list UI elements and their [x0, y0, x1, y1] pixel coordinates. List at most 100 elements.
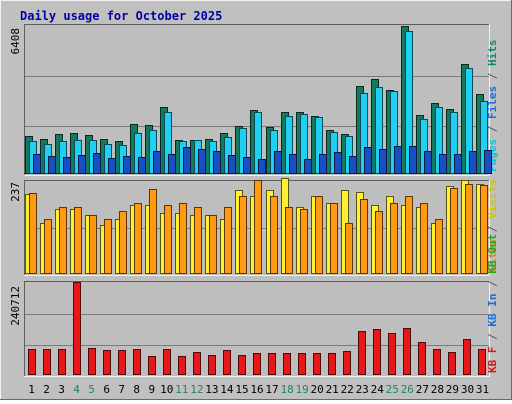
y-max-label: 237: [9, 182, 22, 202]
legend-entry: Files: [486, 86, 499, 119]
bar-sites-day-27: [420, 203, 428, 274]
x-tick-label: 25: [386, 383, 399, 396]
legend-entry: KB Out: [486, 234, 499, 274]
bar-kb-f-day-16: [253, 353, 261, 375]
bar-pages-day-22: [349, 156, 357, 174]
bar-pages-day-4: [78, 155, 86, 174]
panel-hits-files-pages: 6408 Pages / Files / Hits: [9, 24, 499, 176]
bar-sites-day-16: [254, 180, 262, 274]
series-sites: [29, 180, 488, 274]
bar-kb-f-day-9: [148, 356, 156, 375]
bar-pages-day-14: [228, 155, 236, 174]
x-tick-label: 27: [416, 383, 429, 396]
bar-pages-day-27: [424, 151, 432, 174]
bar-kb-f-day-19: [298, 353, 306, 375]
bar-kb-f-day-10: [163, 349, 171, 375]
bar-pages-day-11: [183, 147, 191, 174]
x-tick-label: 21: [326, 383, 339, 396]
bar-kb-f-day-6: [103, 350, 111, 375]
bar-kb-f-day-14: [223, 350, 231, 375]
bar-pages-day-23: [364, 147, 372, 174]
bar-pages-day-28: [439, 154, 447, 174]
x-tick-label: 19: [295, 383, 308, 396]
bar-sites-day-21: [330, 203, 338, 274]
legend-hits-files-pages: Pages / Files / Hits: [486, 40, 499, 173]
x-tick-label: 30: [461, 383, 474, 396]
x-tick-label: 14: [220, 383, 234, 396]
x-tick-label: 15: [235, 383, 248, 396]
bar-kb-f-day-18: [283, 353, 291, 375]
chart-title: Daily usage for October 2025: [20, 9, 222, 23]
bar-sites-day-9: [149, 189, 157, 274]
legend-entry: /: [486, 274, 499, 294]
bar-sites-day-22: [345, 223, 353, 274]
bar-sites-day-30: [465, 184, 473, 274]
bar-sites-day-10: [164, 205, 172, 274]
x-tick-label: 4: [73, 383, 80, 396]
bar-pages-day-31: [484, 150, 492, 174]
bar-sites-day-18: [285, 207, 293, 274]
bar-pages-day-3: [63, 157, 71, 174]
bar-sites-day-24: [375, 211, 383, 274]
series-pages: [33, 146, 492, 174]
legend-entry: Hits: [486, 40, 499, 67]
y-max-label: 6408: [9, 28, 22, 55]
legend-kbytes: KB F / KB In / KB Out: [486, 234, 499, 373]
bar-sites-day-12: [194, 207, 202, 274]
x-axis-labels: 1 2 3 4 5 6 7 8 9 10 11 12 13 14 15 16 17 18 19 20 21 22 23 24 2…: [28, 383, 489, 396]
bar-kb-f-day-20: [313, 353, 321, 375]
x-tick-label: 22: [341, 383, 354, 396]
x-tick-label: 31: [476, 383, 489, 396]
bar-sites-day-17: [270, 196, 278, 274]
bar-pages-day-19: [304, 159, 312, 174]
bar-kb-f-day-2: [43, 349, 51, 375]
legend-visits-sites: Sites / Visits: [486, 179, 499, 272]
x-tick-label: 6: [103, 383, 110, 396]
bar-pages-day-20: [319, 154, 327, 174]
x-tick-label: 13: [205, 383, 218, 396]
bar-sites-day-8: [134, 203, 142, 274]
legend-entry: Sites: [486, 239, 499, 272]
bar-pages-day-17: [274, 151, 282, 174]
bar-kb-f-day-17: [268, 353, 276, 375]
bar-pages-day-13: [213, 151, 221, 174]
bar-sites-day-15: [239, 196, 247, 274]
bar-pages-day-6: [108, 158, 116, 174]
bar-pages-day-8: [138, 157, 146, 174]
legend-entry: Visits: [486, 179, 499, 219]
bar-sites-day-31: [480, 185, 488, 274]
bar-pages-day-24: [379, 149, 387, 174]
x-tick-label: 29: [446, 383, 459, 396]
bar-sites-day-4: [74, 207, 82, 274]
bar-kb-f-day-27: [418, 342, 426, 375]
x-tick-label: 26: [401, 383, 414, 396]
bar-sites-day-25: [390, 203, 398, 274]
bar-sites-day-26: [405, 196, 413, 274]
bar-kb-f-day-23: [358, 331, 366, 375]
legend-entry: /: [486, 66, 499, 86]
bar-pages-day-25: [394, 146, 402, 174]
x-tick-label: 11: [175, 383, 188, 396]
bar-kb-f-day-29: [448, 352, 456, 375]
x-tick-label: 9: [148, 383, 155, 396]
bar-sites-day-19: [300, 209, 308, 274]
x-tick-label: 20: [310, 383, 323, 396]
bar-sites-day-28: [435, 219, 443, 274]
legend-entry: /: [486, 119, 499, 139]
x-tick-label: 8: [133, 383, 140, 396]
bar-kb-f-day-15: [238, 355, 246, 375]
bar-kb-f-day-5: [88, 348, 96, 375]
bar-pages-day-7: [123, 156, 131, 174]
bar-kb-f-day-30: [463, 339, 471, 375]
x-tick-label: 3: [58, 383, 65, 396]
bar-sites-day-23: [360, 199, 368, 274]
bar-sites-day-2: [44, 219, 52, 274]
bar-kb-f-day-7: [118, 350, 126, 375]
bar-sites-day-3: [59, 207, 67, 274]
bar-kb-f-day-12: [193, 352, 201, 375]
bar-kb-f-day-21: [328, 353, 336, 375]
legend-entry: /: [486, 219, 499, 239]
bar-sites-day-14: [224, 207, 232, 274]
